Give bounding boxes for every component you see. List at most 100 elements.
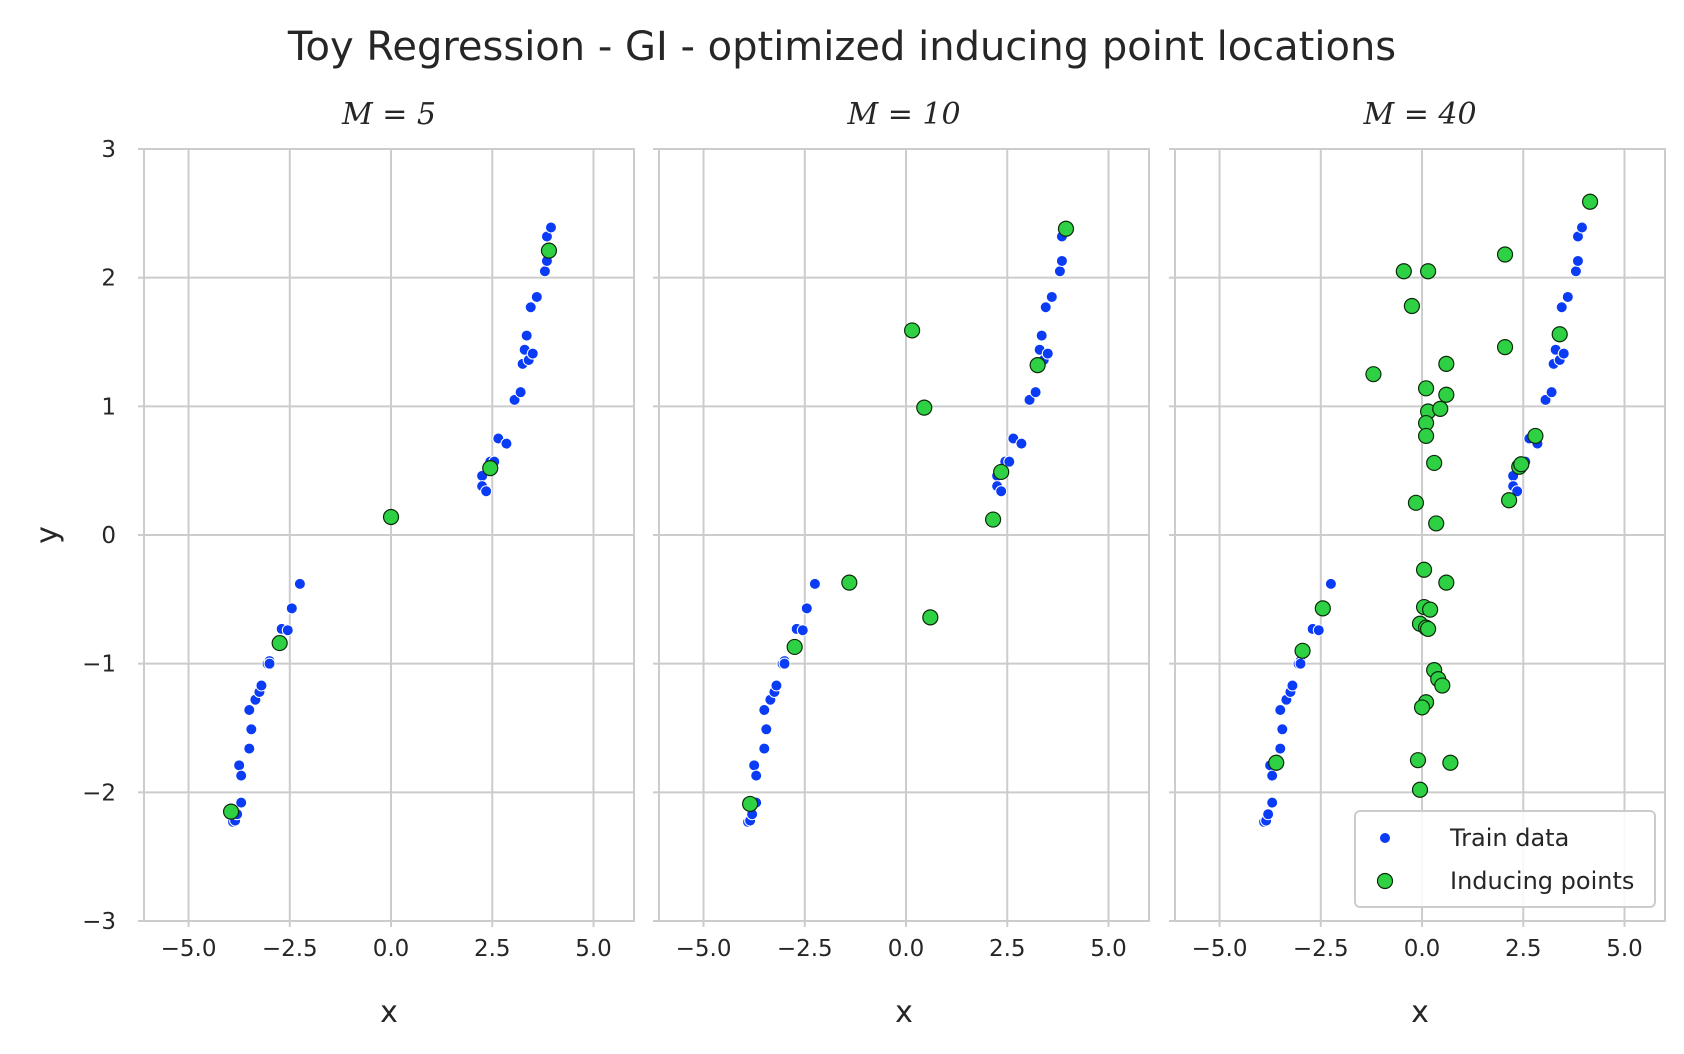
train-data-point xyxy=(293,577,306,590)
inducing-point xyxy=(993,463,1010,481)
train-data-point xyxy=(1555,301,1568,314)
x-tick-label: −5.0 xyxy=(161,936,217,962)
y-tick-label: −3 xyxy=(82,909,116,935)
train-data-point xyxy=(758,703,771,716)
train-data-point xyxy=(1015,437,1028,450)
train-data-point xyxy=(1041,347,1054,360)
inducing-point xyxy=(1419,263,1437,280)
train-data-point xyxy=(1286,679,1299,692)
inducing-point xyxy=(1513,456,1530,473)
inducing-point xyxy=(984,511,1002,528)
inducing-point xyxy=(1442,754,1459,771)
inducing-point xyxy=(1411,781,1429,798)
legend-label: Inducing points xyxy=(1450,867,1634,895)
panel-title: M = 5 xyxy=(341,97,436,132)
x-tick-label: 0.0 xyxy=(1404,936,1441,962)
x-tick-label: −5.0 xyxy=(1192,936,1248,962)
inducing-point xyxy=(1581,193,1599,210)
x-tick-label: −2.5 xyxy=(777,936,833,962)
y-tick-label: −2 xyxy=(82,780,116,806)
train-data-point xyxy=(1312,624,1325,637)
inducing-point xyxy=(1413,699,1431,716)
x-tick-label: 2.5 xyxy=(1505,936,1542,962)
inducing-point xyxy=(903,322,921,339)
train-data-point xyxy=(1545,386,1558,399)
train-data-point xyxy=(1266,769,1279,782)
train-data-point xyxy=(243,742,256,755)
train-data-point xyxy=(1575,221,1588,234)
legend-label: Train data xyxy=(1449,824,1569,852)
inducing-point xyxy=(271,634,288,652)
train-data-point xyxy=(245,723,258,736)
y-tick-label: 1 xyxy=(101,394,116,420)
inducing-point xyxy=(1432,400,1449,418)
inducing-point xyxy=(1551,326,1568,343)
x-axis-label: x xyxy=(380,995,398,1030)
inducing-point xyxy=(1496,246,1514,263)
inducing-point xyxy=(1419,620,1437,638)
train-data-point xyxy=(1053,265,1066,278)
train-data-point xyxy=(995,485,1008,498)
inducing-point xyxy=(1395,263,1412,280)
y-tick-label: 2 xyxy=(101,266,116,292)
inducing-point xyxy=(1403,297,1421,315)
train-data-point xyxy=(1266,796,1279,809)
inducing-point xyxy=(1314,600,1331,617)
train-data-point xyxy=(1274,703,1287,716)
y-axis-label: y xyxy=(30,526,65,544)
train-data-point xyxy=(1557,347,1570,360)
panel-2: −5.0 −2.5 0.0 2.5 5.0 M = 10 x xyxy=(653,97,1150,1030)
legend: Train data Inducing points xyxy=(1354,810,1656,908)
inducing-point xyxy=(1438,574,1455,591)
panel-title: M = 10 xyxy=(846,97,960,132)
train-data-point xyxy=(530,290,543,303)
train-data-point xyxy=(1276,723,1289,736)
train-data-point xyxy=(263,657,276,670)
x-tick-label: 2.5 xyxy=(989,936,1026,962)
train-data-point xyxy=(500,437,513,450)
inducing-point xyxy=(916,399,933,416)
inducing-point xyxy=(1500,492,1518,509)
train-data-point xyxy=(1571,254,1584,267)
train-data-point xyxy=(235,796,248,809)
x-tick-label: −2.5 xyxy=(262,936,318,962)
panel-title: M = 40 xyxy=(1362,97,1476,132)
train-data-point xyxy=(1324,577,1337,590)
train-data-point xyxy=(770,679,783,692)
train-data-point xyxy=(285,602,298,615)
train-data-point xyxy=(1262,808,1275,821)
figure-suptitle: Toy Regression - GI - optimized inducing… xyxy=(287,24,1396,70)
train-data-point xyxy=(1045,290,1058,303)
inducing-point xyxy=(1029,357,1046,374)
inducing-point xyxy=(482,459,499,477)
inducing-point xyxy=(1407,494,1425,511)
inducing-point xyxy=(841,574,858,591)
train-data-point xyxy=(796,624,809,637)
train-data-point xyxy=(281,624,294,637)
inducing-point xyxy=(742,795,759,813)
inducing-point xyxy=(1409,752,1427,769)
train-data-point xyxy=(514,386,527,399)
panels: −5.0 −2.5 0.0 2.5 5.0 3 2 1 0 −1 −2 −3 M = 5 x y −5.0 −2… xyxy=(30,97,1666,1030)
inducing-point xyxy=(1415,561,1433,578)
train-data-point xyxy=(1055,254,1068,267)
legend-marker-inducing xyxy=(1376,872,1394,890)
train-data-point xyxy=(1029,386,1042,399)
inducing-point xyxy=(922,609,939,626)
train-data-point xyxy=(1569,265,1582,278)
inducing-point xyxy=(1422,601,1439,618)
train-data-point xyxy=(538,265,551,278)
y-tick-label: 3 xyxy=(101,137,116,163)
train-data-point xyxy=(800,602,813,615)
train-data-point xyxy=(1274,742,1287,755)
train-data-point xyxy=(480,485,493,498)
train-data-point xyxy=(1035,329,1048,342)
train-data-point xyxy=(243,703,256,716)
legend-marker-train xyxy=(1379,832,1391,844)
y-tick-label: −1 xyxy=(82,652,116,678)
train-data-point xyxy=(750,769,763,782)
inducing-point xyxy=(222,803,240,820)
inducing-point xyxy=(1428,515,1445,532)
panel-1: −5.0 −2.5 0.0 2.5 5.0 3 2 1 0 −1 −2 −3 M = 5 x y xyxy=(30,97,635,1030)
